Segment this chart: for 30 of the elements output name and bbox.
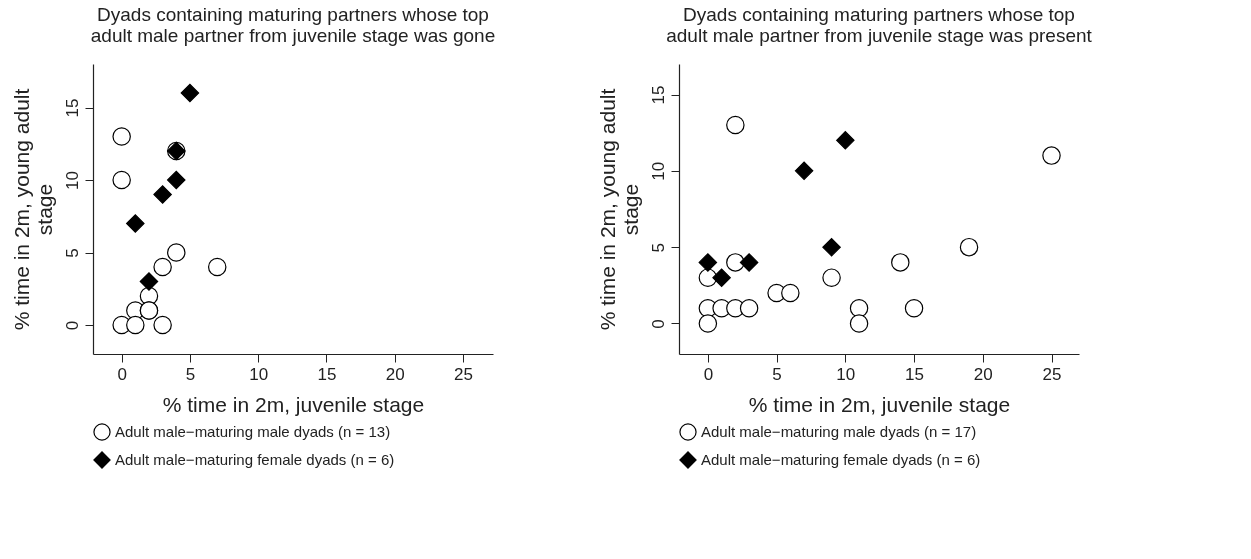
legend-label: Adult male−maturing male dyads (n = 17) [701,423,977,440]
x-axis-title: % time in 2m, juvenile stage [748,392,1011,416]
y-tick-label: 10 [62,171,82,190]
y-tick-label: 10 [648,161,668,181]
x-axis-title: % time in 2m, juvenile stage [162,392,425,416]
y-tick-label: 0 [648,319,668,329]
x-tick-label: 15 [905,364,925,384]
y-tick-label: 5 [62,248,82,258]
legend-label: Adult male−maturing female dyads (n = 6) [115,451,395,468]
x-tick-label: 25 [454,364,473,384]
legend-label: Adult male−maturing male dyads (n = 13) [115,423,391,440]
y-tick-label: 5 [648,242,668,253]
chart-title: Dyads containing maturing partners whose top adult male partner from juvenile stage was present [666,4,1093,46]
legend-label: Adult male−maturing female dyads (n = 6) [701,451,981,468]
chart-title: Dyads containing maturing partners whose top adult male partner from juvenile stage was gone [90,4,496,46]
x-tick-label: 20 [385,364,405,384]
x-tick-label: 25 [1042,364,1062,384]
y-tick-label: 15 [648,85,668,105]
y-axis-title: % time in 2m, young adult stage [595,88,642,331]
x-tick-label: 0 [703,364,714,384]
x-tick-label: 10 [836,364,856,384]
x-tick-label: 20 [973,364,993,384]
x-tick-label: 15 [317,364,337,384]
x-tick-label: 5 [185,364,196,384]
x-tick-label: 0 [117,364,127,384]
y-tick-label: 0 [62,320,82,331]
y-axis-title: % time in 2m, young adult stage [9,88,56,331]
x-tick-label: 5 [772,364,782,384]
y-tick-label: 15 [62,98,82,118]
x-tick-label: 10 [249,364,269,384]
